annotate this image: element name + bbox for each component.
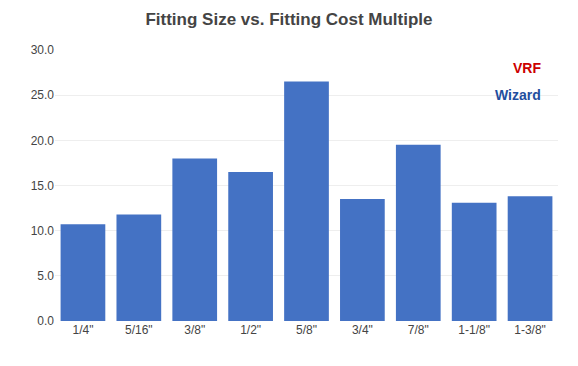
svg-text:30.0: 30.0 <box>31 43 55 57</box>
svg-text:1/4": 1/4" <box>72 323 93 337</box>
svg-text:25.0: 25.0 <box>31 88 55 102</box>
svg-text:1-1/8": 1-1/8" <box>458 323 490 337</box>
svg-text:20.0: 20.0 <box>31 134 55 148</box>
svg-text:1/2": 1/2" <box>240 323 261 337</box>
svg-text:10.0: 10.0 <box>31 224 55 238</box>
svg-text:3/4": 3/4" <box>352 323 373 337</box>
svg-text:5/8": 5/8" <box>296 323 317 337</box>
svg-text:3/8": 3/8" <box>184 323 205 337</box>
svg-text:7/8": 7/8" <box>408 323 429 337</box>
svg-text:1-3/8": 1-3/8" <box>514 323 546 337</box>
svg-text:Wizard: Wizard <box>495 87 541 103</box>
svg-text:0.0: 0.0 <box>37 314 54 328</box>
svg-text:15.0: 15.0 <box>31 179 55 193</box>
svg-text:5/16": 5/16" <box>125 323 153 337</box>
svg-text:Fitting Size vs. Fitting Cost: Fitting Size vs. Fitting Cost Multiple <box>145 10 432 29</box>
svg-text:5.0: 5.0 <box>37 269 54 283</box>
svg-text:VRF: VRF <box>513 60 541 76</box>
